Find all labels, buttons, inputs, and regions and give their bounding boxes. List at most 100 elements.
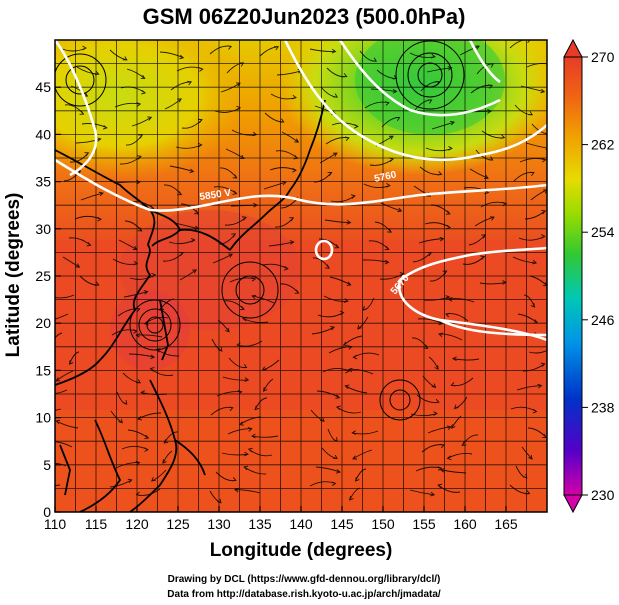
streamline-arrow	[150, 354, 156, 360]
streamline-arrow	[132, 245, 138, 250]
streamline-arrow	[289, 217, 295, 222]
streamline	[316, 390, 340, 399]
streamline	[530, 189, 547, 201]
streamline-arrow	[48, 293, 52, 297]
streamline	[55, 332, 63, 339]
streamline-arrow	[39, 490, 43, 494]
streamline-arrow	[136, 379, 142, 384]
wind-streamlines	[39, 40, 553, 504]
streamline	[55, 441, 73, 448]
streamline	[137, 412, 162, 420]
streamline-arrow	[135, 491, 141, 497]
streamline-arrow	[522, 473, 528, 479]
streamline-arrow	[233, 487, 239, 493]
streamline-arrow	[232, 174, 238, 179]
x-tick-label: 125	[166, 516, 190, 532]
contour-5760	[283, 40, 547, 162]
streamline-arrow	[530, 302, 536, 308]
streamline	[362, 259, 389, 263]
streamline-arrow	[79, 110, 85, 115]
streamline	[469, 168, 489, 179]
colorbar-tick-label: 230	[591, 487, 615, 503]
streamline	[315, 466, 341, 473]
streamline	[438, 333, 463, 341]
chart-title: GSM 06Z20Jun2023 (500.0hPa)	[143, 4, 466, 29]
streamline-arrow	[372, 57, 377, 62]
colorbar-tick-label: 254	[591, 224, 615, 240]
streamline	[281, 131, 299, 143]
streamline-arrow	[484, 174, 489, 179]
streamline-arrow	[434, 398, 440, 404]
streamline	[329, 276, 351, 286]
streamline	[239, 416, 262, 425]
streamline-arrow	[362, 305, 368, 311]
streamline-arrow	[118, 418, 123, 424]
streamline-arrow	[96, 137, 102, 142]
streamline-arrow	[325, 264, 330, 269]
x-tick-label: 150	[371, 516, 395, 532]
streamline-arrow	[102, 125, 108, 130]
streamline-arrow	[333, 437, 338, 442]
colorbar-min-arrow	[563, 494, 583, 514]
streamline-arrow	[294, 289, 300, 294]
streamline	[243, 466, 267, 475]
streamline	[242, 318, 269, 324]
streamline	[522, 363, 545, 372]
streamline-arrow	[137, 227, 143, 232]
streamline-arrow	[333, 454, 338, 460]
streamline-arrow	[239, 154, 245, 159]
streamline	[55, 294, 75, 299]
streamline	[525, 142, 547, 149]
streamline-arrow	[97, 216, 102, 222]
streamline-arrow	[354, 123, 359, 129]
streamline-arrow	[150, 477, 156, 482]
streamline-arrow	[247, 427, 253, 432]
streamline	[512, 256, 537, 264]
streamline-arrow	[339, 310, 345, 316]
colorbar-max-arrow	[563, 38, 583, 58]
colorbar-gradient	[563, 56, 583, 496]
streamline-arrow	[135, 460, 141, 466]
lat-lon-grid	[55, 40, 547, 512]
streamline	[343, 335, 363, 346]
streamline-arrow	[389, 157, 394, 163]
streamline-arrow	[138, 134, 144, 139]
streamline-arrow	[254, 405, 260, 411]
streamline	[423, 296, 450, 301]
streamline	[55, 420, 79, 429]
streamline-arrow	[343, 298, 349, 303]
streamline-arrow	[430, 491, 436, 497]
streamline	[141, 391, 168, 395]
streamline-arrow	[143, 290, 149, 295]
streamline-arrow	[140, 74, 146, 79]
streamline-arrow	[232, 190, 238, 195]
streamline-arrow	[384, 246, 390, 251]
streamline	[463, 186, 489, 193]
streamline-arrow	[549, 346, 553, 350]
streamline-arrow	[55, 419, 61, 425]
streamline-arrow	[98, 191, 104, 197]
streamline	[159, 51, 184, 59]
streamline-arrow	[447, 297, 453, 302]
streamline	[62, 256, 80, 268]
streamline	[319, 152, 338, 164]
streamline-arrow	[442, 270, 448, 275]
streamline	[169, 165, 194, 173]
map-area: 5850 V 5760 5670	[39, 40, 553, 512]
streamline-arrow	[189, 168, 195, 174]
streamline-arrow	[542, 433, 547, 438]
streamline	[451, 415, 462, 429]
colorbar-tick-label: 238	[591, 399, 615, 415]
streamline-arrow	[155, 348, 161, 353]
streamline-arrow	[528, 454, 533, 460]
streamline-arrow	[251, 277, 257, 282]
streamline	[521, 446, 533, 460]
streamline-arrow	[136, 102, 142, 107]
streamline-arrow	[450, 381, 456, 387]
streamline	[136, 334, 163, 338]
streamline-arrow	[438, 320, 444, 326]
streamline	[55, 370, 74, 382]
streamline	[114, 102, 141, 108]
y-tick-label: 35	[35, 174, 51, 190]
streamline-arrow	[294, 138, 300, 143]
